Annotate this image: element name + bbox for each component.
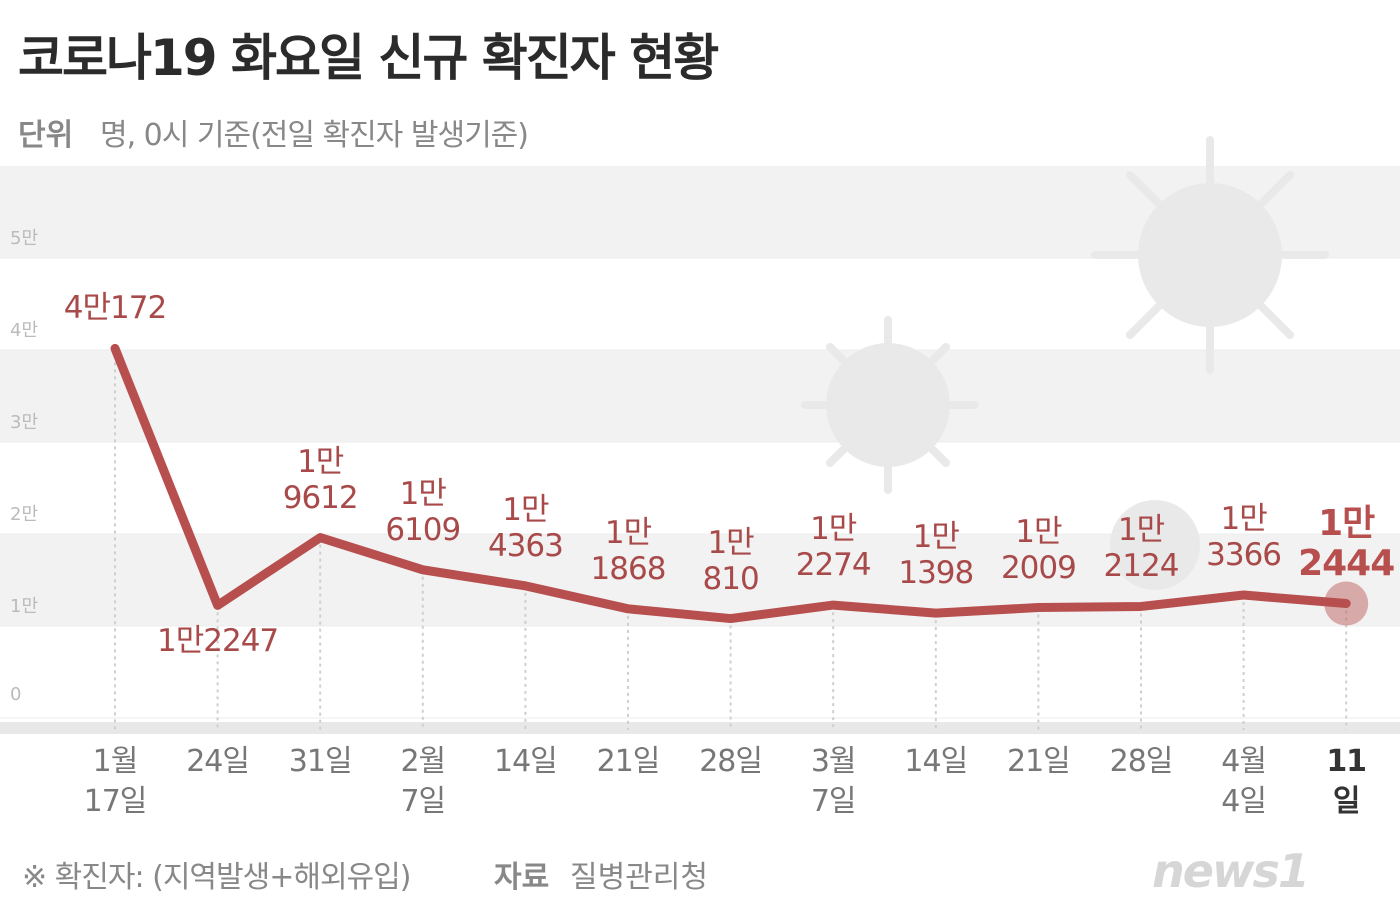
x-tick-label: 2월 7일 <box>400 744 446 819</box>
value-label: 1만 810 <box>702 524 760 597</box>
x-tick-label: 21일 <box>596 744 661 779</box>
last-point <box>1324 581 1369 626</box>
x-axis-band <box>0 722 1400 734</box>
x-tick-label: 14일 <box>494 744 558 779</box>
virus-decoration <box>801 136 1329 590</box>
y-tick-label: 4만 <box>10 320 39 341</box>
unit: 명, 0시 기준(전일 확진자 발생기준) <box>100 118 529 153</box>
y-tick-label: 3만 <box>10 412 39 433</box>
value-label: 1만 2274 <box>795 511 872 584</box>
x-tick-label: 11일 <box>1326 744 1367 819</box>
x-tick-label: 4월 4일 <box>1221 744 1267 819</box>
x-tick-label: 28일 <box>1109 744 1174 779</box>
logo: news1 <box>1152 844 1310 898</box>
data-line <box>110 343 1351 624</box>
source: 질병관리청 <box>570 860 708 895</box>
source-key: 자료 <box>494 860 550 895</box>
unit-key: 단위 <box>18 118 74 153</box>
value-label: 1만 4363 <box>487 491 564 564</box>
x-tick-label: 28일 <box>699 744 763 779</box>
x-tick-label: 21일 <box>1007 744 1071 779</box>
value-label: 1만 2009 <box>1000 513 1077 586</box>
value-label: 1만 1398 <box>898 519 974 592</box>
value-label: 1만 6109 <box>385 475 461 548</box>
x-tick-label: 24일 <box>186 744 250 779</box>
y-tick-label: 1만 <box>10 596 39 617</box>
value-label: 1만 2444 <box>1298 502 1395 584</box>
value-label: 1만 3366 <box>1206 501 1282 574</box>
grid-band <box>0 350 1400 442</box>
x-tick-label: 1월 17일 <box>83 744 148 819</box>
value-label: 1만 2124 <box>1103 512 1180 585</box>
title: 코로나19 화요일 신규 확진자 현황 <box>18 29 719 87</box>
x-tick-label: 3월 7일 <box>810 744 857 819</box>
value-label: 1만 1868 <box>590 514 667 587</box>
footnote: ※ 확진자: (지역발생+해외유입) <box>22 860 411 895</box>
x-tick-label: 31일 <box>288 744 353 779</box>
y-tick-label: 5만 <box>10 228 39 249</box>
x-tick-label: 14일 <box>904 744 968 779</box>
value-label: 4만172 <box>63 290 167 327</box>
value-label: 1만2247 <box>157 623 279 660</box>
y-tick-label: 2만 <box>10 504 39 525</box>
value-label: 1만 9612 <box>282 443 359 516</box>
y-tick-label: 0 <box>10 684 22 705</box>
